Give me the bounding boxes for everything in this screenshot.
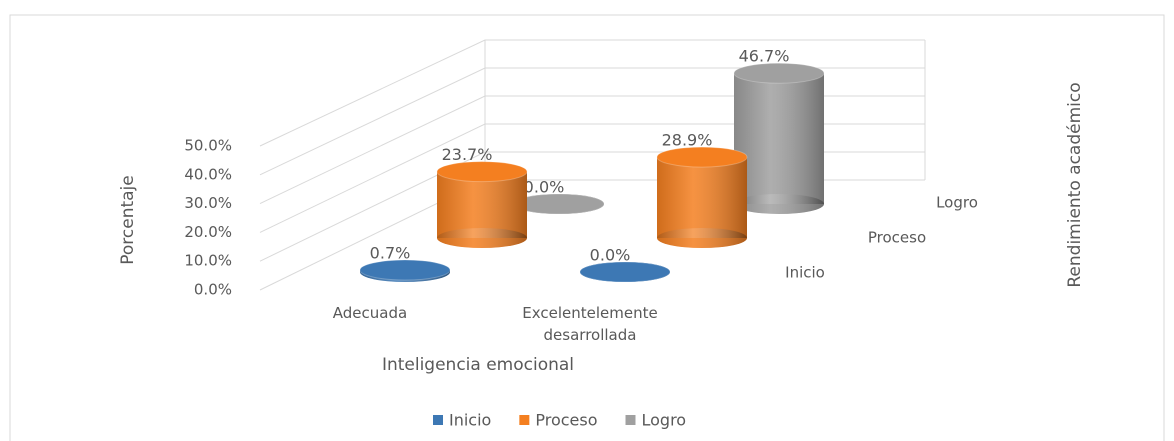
cylinder-top bbox=[579, 261, 671, 283]
y-tick-label: 30.0% bbox=[184, 194, 232, 212]
z-axis-title: Rendimiento académico bbox=[1065, 82, 1085, 287]
depth-label: Logro bbox=[936, 194, 978, 212]
value-label: 46.7% bbox=[739, 47, 790, 66]
cylinder bbox=[733, 62, 825, 214]
y-tick-label: 0.0% bbox=[194, 281, 232, 299]
legend-label: Inicio bbox=[449, 411, 491, 430]
value-label: 0.7% bbox=[370, 244, 411, 263]
cylinder-shade bbox=[657, 157, 747, 238]
y-tick-label: 40.0% bbox=[184, 165, 232, 183]
depth-label: Inicio bbox=[785, 264, 825, 282]
cylinder-top bbox=[359, 259, 451, 281]
legend-label: Logro bbox=[642, 411, 687, 430]
y-tick-label: 50.0% bbox=[184, 137, 232, 155]
value-label: 0.0% bbox=[590, 246, 631, 265]
legend-swatch bbox=[519, 415, 530, 425]
depth-label: Proceso bbox=[868, 229, 926, 247]
legend-label: Proceso bbox=[535, 411, 597, 430]
grid-line bbox=[259, 95, 925, 205]
y-axis-title: Porcentaje bbox=[118, 175, 138, 265]
value-label: 28.9% bbox=[662, 131, 713, 150]
cylinder bbox=[579, 261, 671, 283]
x-axis-title: Inteligencia emocional bbox=[382, 355, 574, 375]
cylinder-bottom-shade bbox=[657, 228, 747, 248]
value-label: 0.0% bbox=[524, 178, 565, 197]
cylinder bbox=[656, 146, 748, 248]
cylinder bbox=[359, 259, 451, 282]
cylinder bbox=[513, 193, 605, 215]
y-tick-label: 10.0% bbox=[184, 252, 232, 270]
x-tick-label: Excelentelemente desarrollada bbox=[522, 304, 658, 344]
x-tick-label: Adecuada bbox=[332, 304, 408, 322]
cylinder-top bbox=[513, 193, 605, 215]
grid-line bbox=[259, 67, 925, 176]
grid-line bbox=[259, 39, 925, 147]
legend-swatch bbox=[433, 415, 443, 425]
cylinder bbox=[436, 161, 528, 248]
cylinder-shade bbox=[437, 171, 527, 238]
cylinder-top bbox=[436, 161, 528, 183]
cylinder-shade bbox=[734, 73, 824, 205]
cylinder-top bbox=[656, 146, 748, 168]
frame bbox=[9, 14, 1165, 441]
cylinder-bottom-shade bbox=[734, 194, 824, 214]
grid-line bbox=[259, 123, 925, 233]
cylinder-bottom-shade bbox=[437, 228, 527, 248]
legend-swatch bbox=[625, 415, 636, 425]
cylinder-top bbox=[733, 62, 825, 84]
value-label: 23.7% bbox=[442, 145, 493, 164]
y-tick-label: 20.0% bbox=[184, 223, 232, 241]
